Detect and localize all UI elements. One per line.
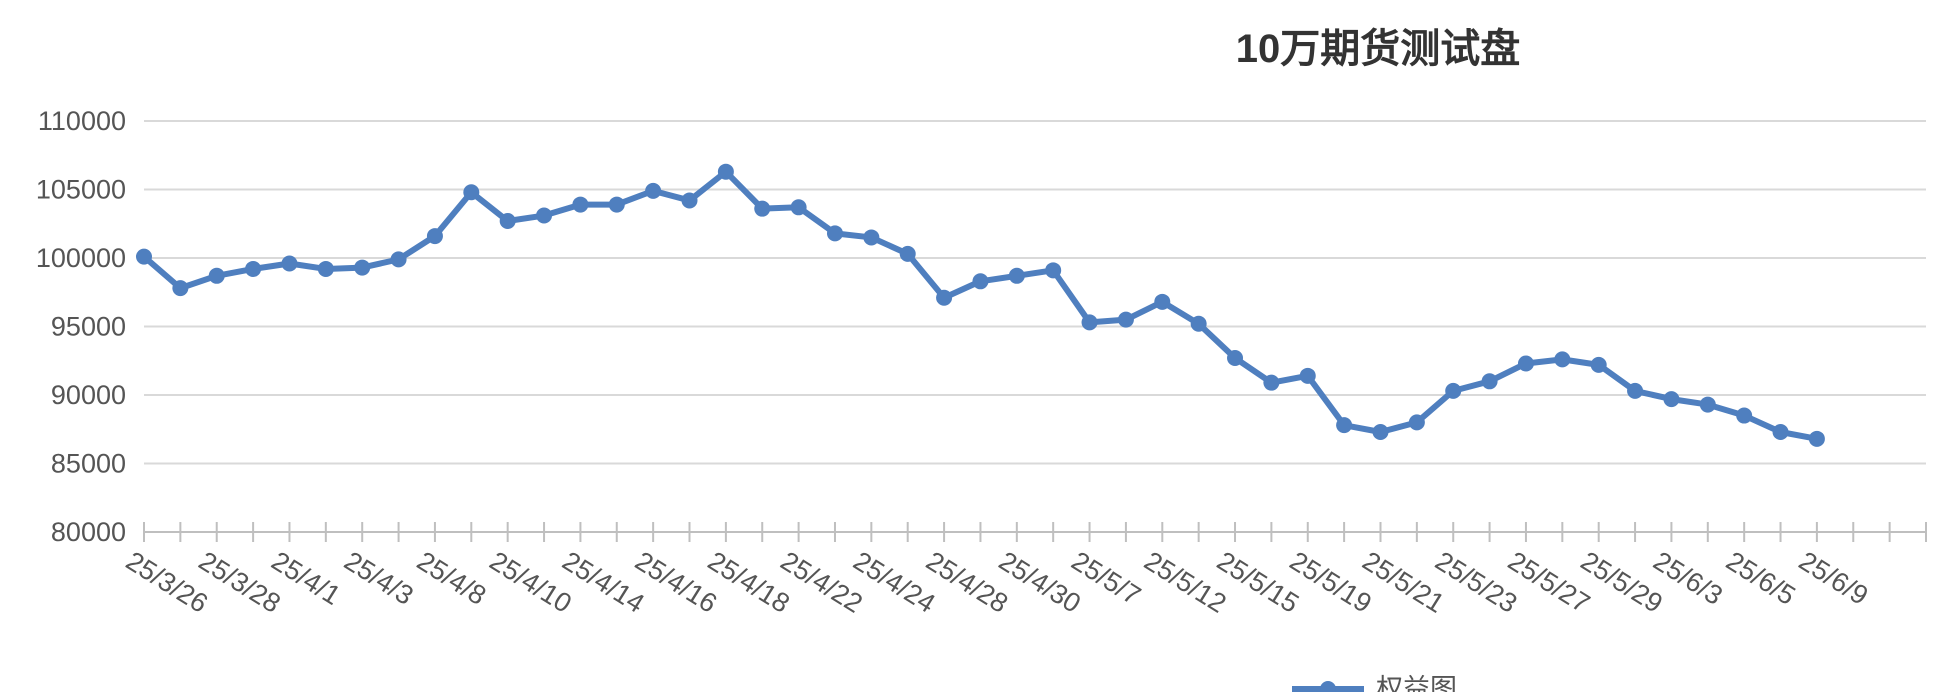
data-point <box>1227 350 1244 367</box>
data-point <box>754 200 771 217</box>
data-point <box>1008 267 1025 284</box>
data-point <box>936 289 953 306</box>
legend-marker <box>1320 681 1336 692</box>
data-point <box>426 228 443 245</box>
data-point <box>1190 315 1207 332</box>
legend-label: 权益图 <box>1376 674 1457 692</box>
x-tick-label: 25/4/14 <box>557 546 649 619</box>
x-tick-label: 25/3/26 <box>121 546 213 619</box>
data-point <box>1736 407 1753 424</box>
x-tick-label: 25/6/5 <box>1721 546 1801 611</box>
y-tick-label: 105000 <box>36 175 126 205</box>
data-point <box>1408 414 1425 431</box>
data-point <box>136 248 152 265</box>
data-point <box>899 245 916 262</box>
x-tick-label: 25/4/22 <box>775 546 867 619</box>
data-point <box>1154 293 1171 310</box>
data-point <box>1517 355 1534 372</box>
data-point <box>390 251 407 268</box>
x-tick-label: 25/4/24 <box>848 546 940 619</box>
data-point <box>1554 351 1571 368</box>
x-tick-label: 25/5/19 <box>1285 546 1377 619</box>
data-point <box>1663 391 1680 408</box>
data-point <box>826 225 843 242</box>
data-point <box>1372 423 1389 440</box>
data-point <box>790 199 807 216</box>
y-tick-label: 110000 <box>38 106 126 136</box>
data-point <box>1481 373 1498 390</box>
y-tick-label: 95000 <box>51 312 126 342</box>
x-tick-label: 25/5/27 <box>1503 546 1595 619</box>
data-point <box>208 267 225 284</box>
x-tick-label: 25/3/28 <box>194 546 286 619</box>
x-tick-label: 25/5/12 <box>1139 546 1231 619</box>
data-point <box>172 280 189 297</box>
y-tick-label: 90000 <box>51 380 126 410</box>
x-tick-label: 25/4/18 <box>703 546 795 619</box>
data-point <box>317 260 334 277</box>
x-tick-label: 25/4/3 <box>339 546 419 611</box>
data-point <box>1081 314 1098 331</box>
data-point <box>1590 356 1607 373</box>
y-tick-label: 100000 <box>36 243 126 273</box>
data-point <box>536 207 553 224</box>
data-point <box>572 196 589 213</box>
data-point <box>1299 367 1316 384</box>
x-tick-label: 25/4/28 <box>921 546 1013 619</box>
data-point <box>1117 311 1134 328</box>
series-line <box>142 168 1818 442</box>
data-point <box>1699 396 1716 413</box>
x-tick-label: 25/5/23 <box>1430 546 1522 619</box>
data-point <box>499 213 516 230</box>
data-point <box>354 259 371 276</box>
x-tick-label: 25/4/8 <box>412 546 492 611</box>
data-point <box>717 163 734 180</box>
x-tick-label: 25/5/21 <box>1357 546 1449 619</box>
data-point <box>972 273 989 290</box>
data-point <box>1045 262 1062 279</box>
data-point <box>1627 382 1644 399</box>
data-point <box>463 184 480 201</box>
data-point <box>1263 374 1280 391</box>
data-point <box>1445 382 1462 399</box>
x-tick-label: 25/6/9 <box>1794 546 1874 611</box>
x-tick-label: 25/5/29 <box>1576 546 1668 619</box>
data-point <box>863 229 880 246</box>
data-point <box>1336 417 1353 434</box>
data-point <box>645 182 662 199</box>
x-tick-label: 25/4/30 <box>994 546 1086 619</box>
x-tick-label: 25/4/16 <box>630 546 722 619</box>
y-tick-label: 80000 <box>51 517 126 547</box>
data-point <box>1808 430 1825 447</box>
x-tick-label: 25/5/15 <box>1212 546 1304 619</box>
data-point <box>608 196 625 213</box>
data-point <box>681 192 698 209</box>
x-tick-label: 25/4/10 <box>484 546 576 619</box>
data-point <box>245 260 262 277</box>
chart-title: 10万期货测试盘 <box>1236 26 1521 71</box>
y-tick-label: 85000 <box>51 449 126 479</box>
data-point <box>1772 423 1789 440</box>
data-point <box>281 255 298 272</box>
